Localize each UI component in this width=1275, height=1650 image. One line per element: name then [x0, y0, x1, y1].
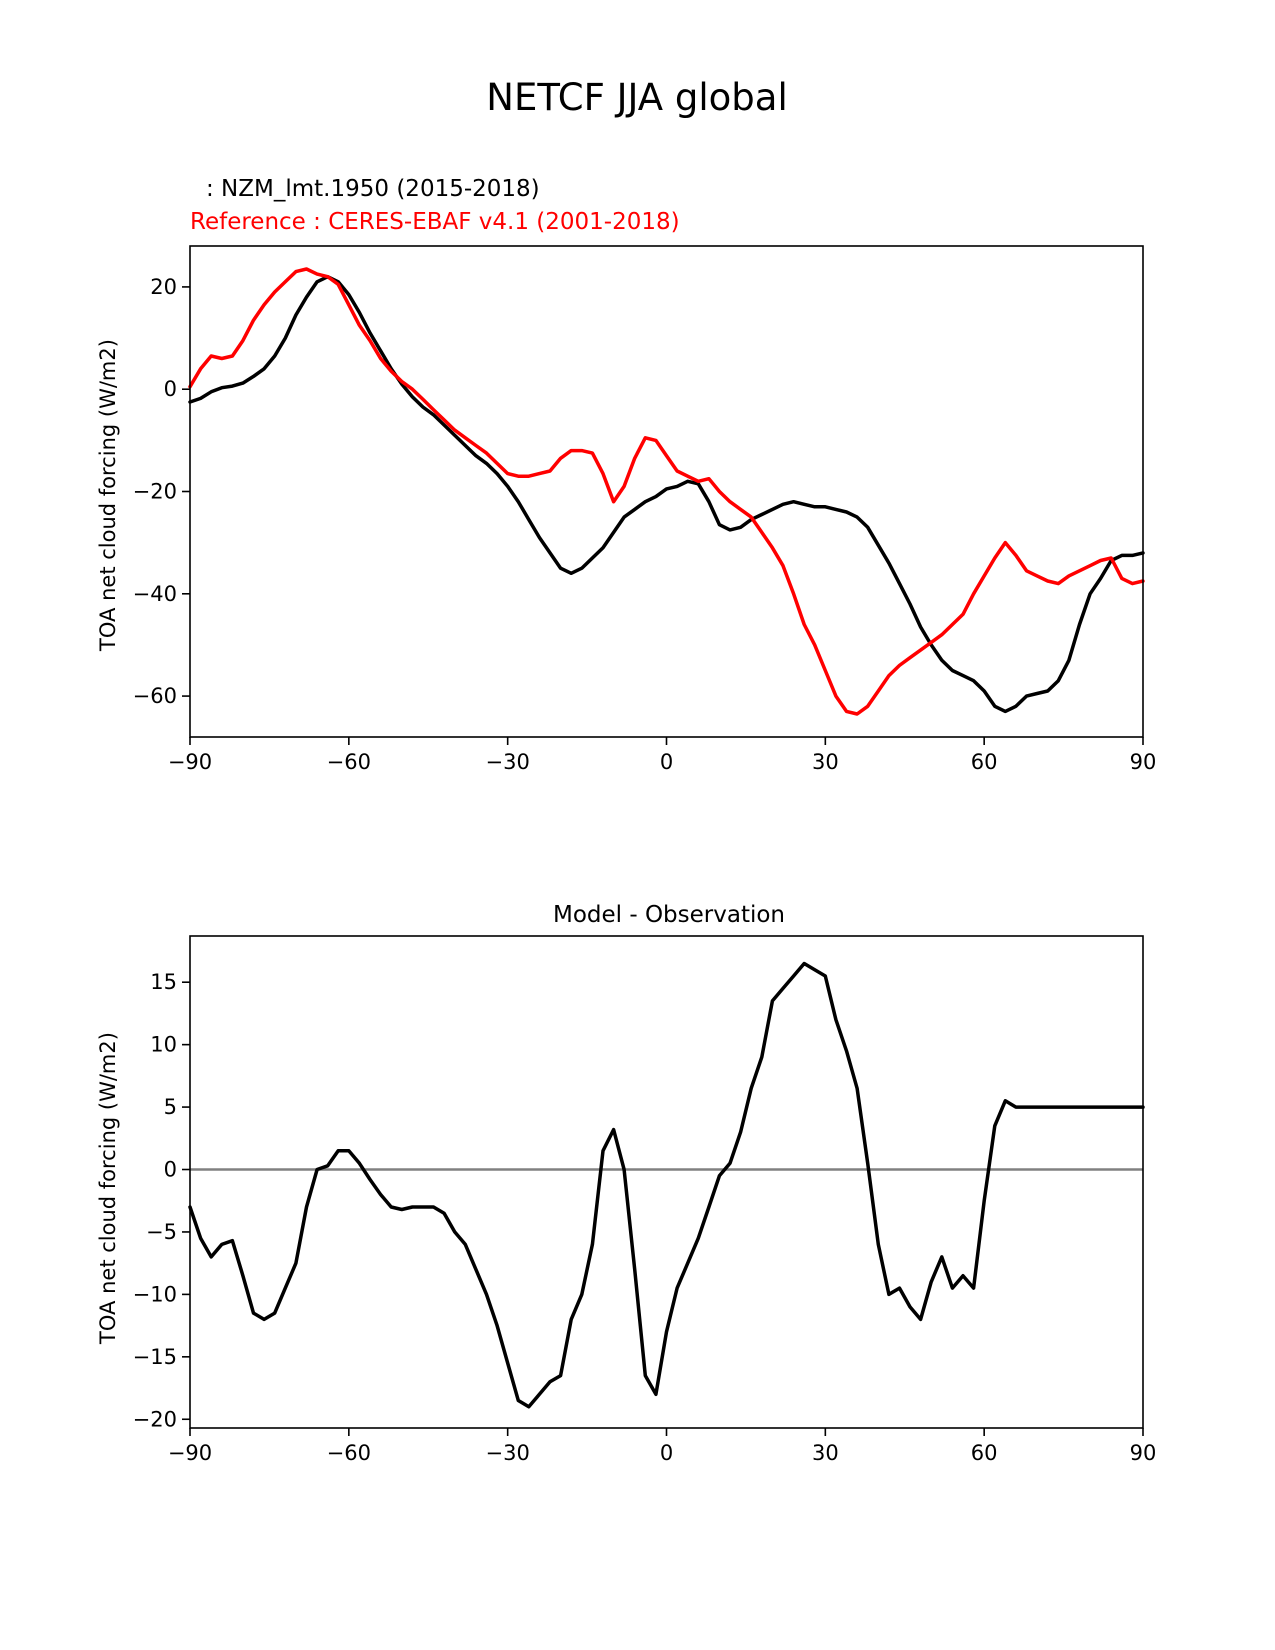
y-tick-label: −20 — [133, 1407, 177, 1431]
top-y-axis-label: TOA net cloud forcing (W/m2) — [96, 339, 120, 652]
x-tick-label: −90 — [168, 750, 212, 774]
bottom-panel: Model - Observation TOA net cloud forcin… — [96, 902, 1156, 1465]
x-tick-label: −60 — [327, 1441, 371, 1465]
series-line-reference — [188, 267, 1145, 716]
bottom-plot-area: −90 −60 −30 0 30 60 90 15 10 5 0 −5 −10 −15 −20 — [133, 935, 1157, 1465]
y-tick-label: −10 — [133, 1282, 177, 1306]
x-tick-label: 30 — [812, 750, 839, 774]
figure-title: NETCF JJA global — [486, 76, 787, 119]
y-tick-label: 20 — [150, 275, 177, 299]
top-panel: : NZM_lmt.1950 (2015-2018) Reference : C… — [96, 176, 1156, 774]
x-tick-label: −30 — [486, 750, 530, 774]
x-tick-label: −60 — [327, 750, 371, 774]
bottom-panel-title: Model - Observation — [553, 902, 785, 928]
test-label: : NZM_lmt.1950 (2015-2018) — [206, 176, 540, 202]
y-tick-label: 0 — [164, 377, 177, 401]
y-tick-label: −20 — [133, 480, 177, 504]
y-tick-label: 15 — [150, 970, 177, 994]
y-tick-label: 5 — [164, 1095, 177, 1119]
series-line-model — [188, 274, 1145, 714]
x-tick-label: 30 — [812, 1441, 839, 1465]
x-tick-label: 90 — [1130, 1441, 1157, 1465]
y-tick-label: 0 — [164, 1158, 177, 1182]
x-tick-label: 0 — [660, 750, 673, 774]
y-tick-label: −5 — [146, 1220, 177, 1244]
y-tick-label: −60 — [133, 684, 177, 708]
series-line-model — [188, 961, 1145, 1409]
x-tick-label: 60 — [971, 1441, 998, 1465]
x-tick-label: −90 — [168, 1441, 212, 1465]
reference-label: Reference : CERES-EBAF v4.1 (2001-2018) — [190, 209, 680, 235]
y-tick-label: −15 — [133, 1345, 177, 1369]
bottom-y-axis-label: TOA net cloud forcing (W/m2) — [96, 1032, 120, 1345]
x-tick-label: −30 — [486, 1441, 530, 1465]
y-tick-label: −40 — [133, 582, 177, 606]
y-tick-label: 10 — [150, 1033, 177, 1057]
x-tick-label: 0 — [660, 1441, 673, 1465]
top-plot-area: −90 −60 −30 0 30 60 90 20 0 −20 −40 −60 — [133, 245, 1157, 774]
x-tick-label: 60 — [971, 750, 998, 774]
x-tick-label: 90 — [1130, 750, 1157, 774]
